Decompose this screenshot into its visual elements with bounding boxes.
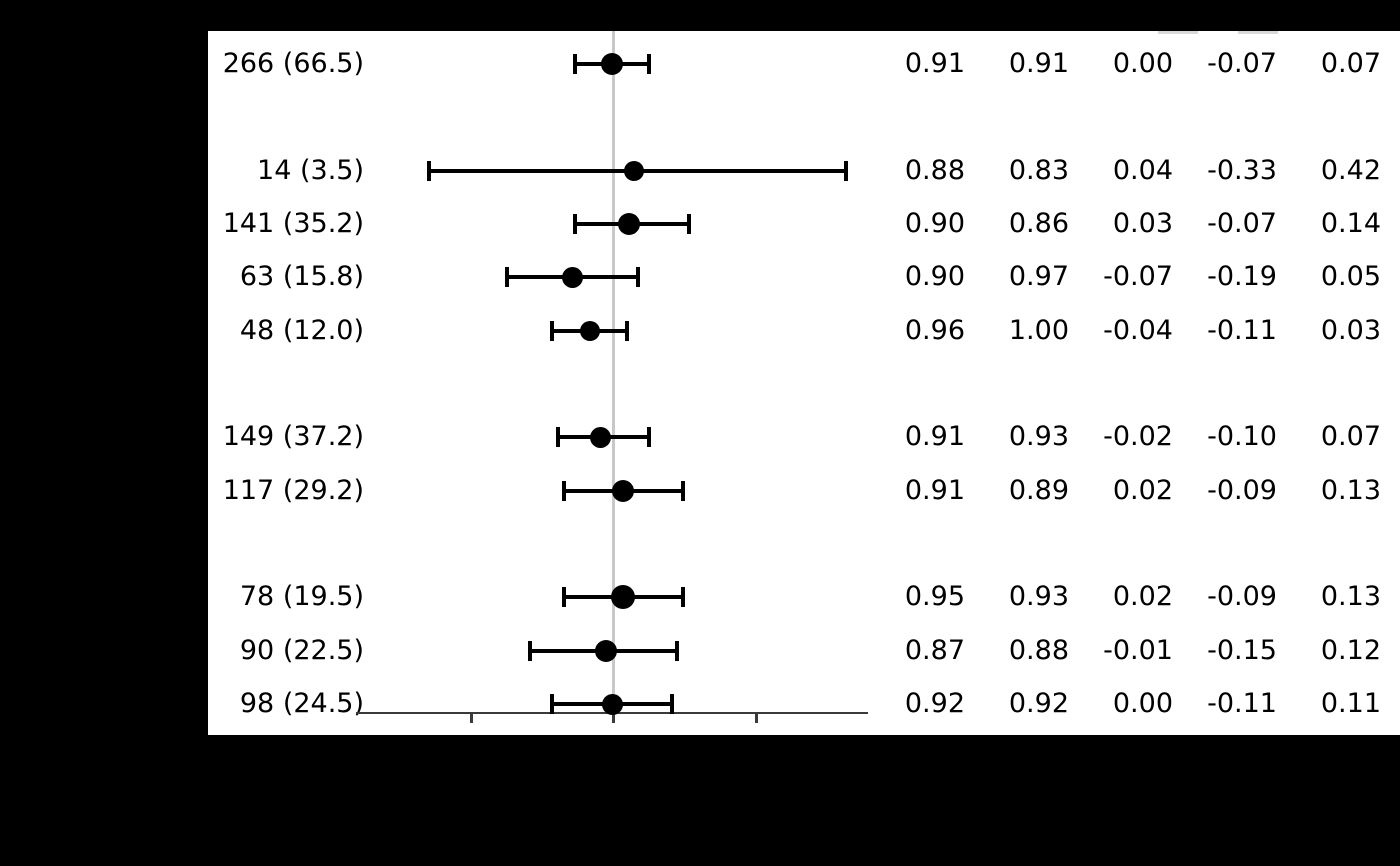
row-label: 63 (15.8) [239,261,364,292]
ci-cap-lower [550,694,555,714]
ci-cap-upper [680,587,685,607]
value-cell-ci-low: -0.07 [1207,208,1277,239]
row-label: 78 (19.5) [239,581,364,612]
value-cell-ci-low: -0.07 [1207,48,1277,79]
row-label: 141 (35.2) [222,208,364,239]
value-cell-ci-low: -0.19 [1207,261,1277,292]
value-cell-ci-high: 0.42 [1320,155,1381,186]
value-cell-est-a: 0.91 [904,475,965,506]
ci-cap-lower [505,267,510,287]
ci-cap-lower [426,161,431,181]
ci-cap-upper [680,481,685,501]
value-cell-est-a: 0.90 [904,208,965,239]
point-estimate-marker [601,693,623,715]
value-cell-ci-high: 0.05 [1320,261,1381,292]
value-cell-est-b: 0.88 [1008,635,1069,666]
value-cell-est-b: 0.91 [1008,48,1069,79]
value-cell-diff: 0.02 [1112,475,1173,506]
ci-cap-lower [550,321,555,341]
value-cell-est-b: 1.00 [1008,315,1069,346]
value-cell-est-b: 0.83 [1008,155,1069,186]
value-cell-ci-low: -0.11 [1207,688,1277,719]
point-estimate-marker [611,585,636,609]
value-cell-diff: -0.02 [1103,421,1173,452]
value-cell-ci-low: -0.10 [1207,421,1277,452]
row-label: 14 (3.5) [257,155,364,186]
value-cell-diff: 0.03 [1112,208,1173,239]
ci-cap-upper [669,694,674,714]
point-estimate-marker [595,640,618,662]
value-cell-ci-high: 0.07 [1320,421,1381,452]
value-cell-ci-high: 0.03 [1320,315,1381,346]
ci-cap-lower [555,427,560,447]
ci-cap-upper [636,267,641,287]
ci-cap-upper [624,321,629,341]
value-cell-ci-high: 0.13 [1320,475,1381,506]
ci-cap-lower [572,54,577,74]
value-cell-ci-low: -0.11 [1207,315,1277,346]
ci-cap-lower [561,587,566,607]
value-cell-est-b: 0.93 [1008,421,1069,452]
value-cell-diff: -0.01 [1103,635,1173,666]
point-estimate-marker [590,426,612,448]
row-label: 90 (22.5) [239,635,364,666]
value-cell-est-a: 0.91 [904,48,965,79]
value-cell-est-b: 0.97 [1008,261,1069,292]
row-label: 117 (29.2) [222,475,364,506]
value-cell-est-a: 0.88 [904,155,965,186]
ci-cap-lower [527,641,532,661]
value-cell-diff: 0.02 [1112,581,1173,612]
clipped-header-remnant-b [1238,31,1278,34]
value-cell-est-a: 0.96 [904,315,965,346]
value-cell-est-b: 0.86 [1008,208,1069,239]
point-estimate-marker [617,213,640,235]
row-label: 149 (37.2) [222,421,364,452]
value-cell-diff: 0.04 [1112,155,1173,186]
forest-plot-panel: 266 (66.5) 14 (3.5) 141 (35.2) 63 (15.8) 48 … [208,31,1400,735]
ci-cap-upper [647,427,652,447]
ci-cap-upper [686,214,691,234]
ci-cap-upper [843,161,848,181]
point-estimate-marker [601,53,623,75]
value-cell-est-b: 0.92 [1008,688,1069,719]
forest-graphic [208,31,1400,735]
value-cell-diff: -0.04 [1103,315,1173,346]
ci-cap-upper [675,641,680,661]
value-cell-diff: 0.00 [1112,48,1173,79]
x-axis-tick [755,714,758,723]
point-estimate-marker [612,480,635,502]
value-cell-ci-high: 0.13 [1320,581,1381,612]
value-cell-diff: -0.07 [1103,261,1173,292]
value-cell-ci-low: -0.15 [1207,635,1277,666]
point-estimate-marker [562,266,584,288]
value-cell-ci-low: -0.09 [1207,475,1277,506]
point-estimate-marker [624,161,645,181]
value-cell-est-b: 0.89 [1008,475,1069,506]
value-cell-est-a: 0.91 [904,421,965,452]
value-cell-ci-high: 0.14 [1320,208,1381,239]
ci-cap-lower [561,481,566,501]
ci-cap-lower [572,214,577,234]
value-cell-ci-high: 0.12 [1320,635,1381,666]
value-cell-est-a: 0.90 [904,261,965,292]
ci-cap-upper [647,54,652,74]
value-cell-ci-low: -0.33 [1207,155,1277,186]
value-cell-ci-high: 0.11 [1320,688,1381,719]
point-estimate-marker [579,321,600,341]
value-cell-ci-low: -0.09 [1207,581,1277,612]
value-cell-est-a: 0.87 [904,635,965,666]
x-axis-tick [612,714,615,723]
value-cell-ci-high: 0.07 [1320,48,1381,79]
row-label: 266 (66.5) [222,48,364,79]
row-label: 98 (24.5) [239,688,364,719]
value-cell-est-b: 0.93 [1008,581,1069,612]
value-cell-est-a: 0.95 [904,581,965,612]
value-cell-diff: 0.00 [1112,688,1173,719]
value-cell-est-a: 0.92 [904,688,965,719]
row-label: 48 (12.0) [239,315,364,346]
reference-line [612,31,615,712]
x-axis-tick [470,714,473,723]
clipped-header-remnant-a [1158,31,1198,34]
